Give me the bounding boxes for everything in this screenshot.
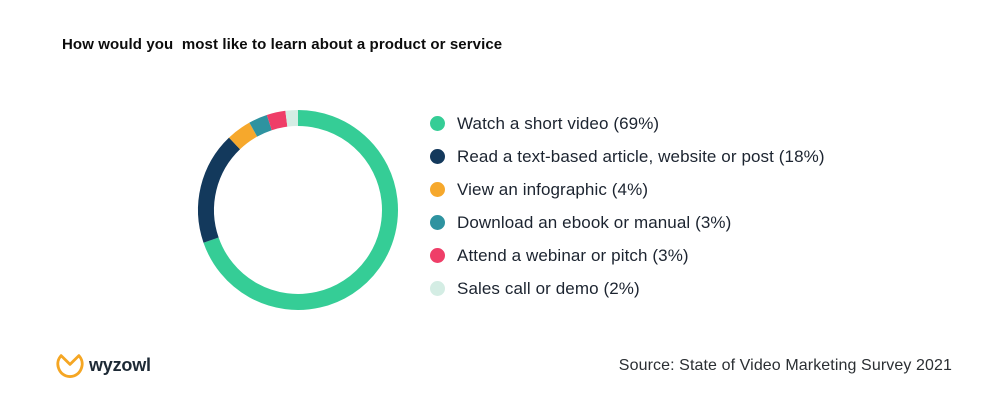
legend-label: Read a text-based article, website or po… — [457, 146, 825, 166]
legend-item: Attend a webinar or pitch (3%) — [430, 239, 825, 272]
legend-label: View an infographic (4%) — [457, 179, 649, 199]
legend-item: View an infographic (4%) — [430, 173, 825, 206]
legend-item: Sales call or demo (2%) — [430, 272, 825, 305]
legend-item: Read a text-based article, website or po… — [430, 140, 825, 173]
donut-segment-attend-a — [266, 110, 288, 131]
donut-segment-download-an — [249, 114, 272, 137]
logo-wordmark: wyzowl — [89, 355, 151, 375]
donut-chart — [188, 100, 408, 320]
wyzowl-logo: wyzowl — [55, 351, 151, 380]
legend-label: Sales call or demo (2%) — [457, 278, 640, 298]
legend-dot — [430, 149, 445, 164]
legend-dot — [430, 182, 445, 197]
chart-legend: Watch a short video (69%) Read a text-ba… — [430, 107, 825, 305]
donut-segment-read-a — [198, 137, 241, 243]
legend-label: Download an ebook or manual (3%) — [457, 212, 732, 232]
legend-dot — [430, 215, 445, 230]
legend-dot — [430, 281, 445, 296]
donut-segment-sales-call — [285, 110, 299, 127]
legend-label: Watch a short video (69%) — [457, 113, 660, 133]
owl-icon — [55, 351, 85, 380]
donut-segment-watch-a — [203, 110, 398, 310]
legend-item: Watch a short video (69%) — [430, 107, 825, 140]
page-title: How would you most like to learn about a… — [62, 36, 503, 53]
legend-label: Attend a webinar or pitch (3%) — [457, 245, 689, 265]
legend-item: Download an ebook or manual (3%) — [430, 206, 825, 239]
donut-segment-view-an — [228, 122, 258, 150]
legend-dot — [430, 116, 445, 131]
donut-chart-svg — [198, 110, 398, 310]
source-attribution: Source: State of Video Marketing Survey … — [618, 357, 952, 374]
legend-dot — [430, 248, 445, 263]
